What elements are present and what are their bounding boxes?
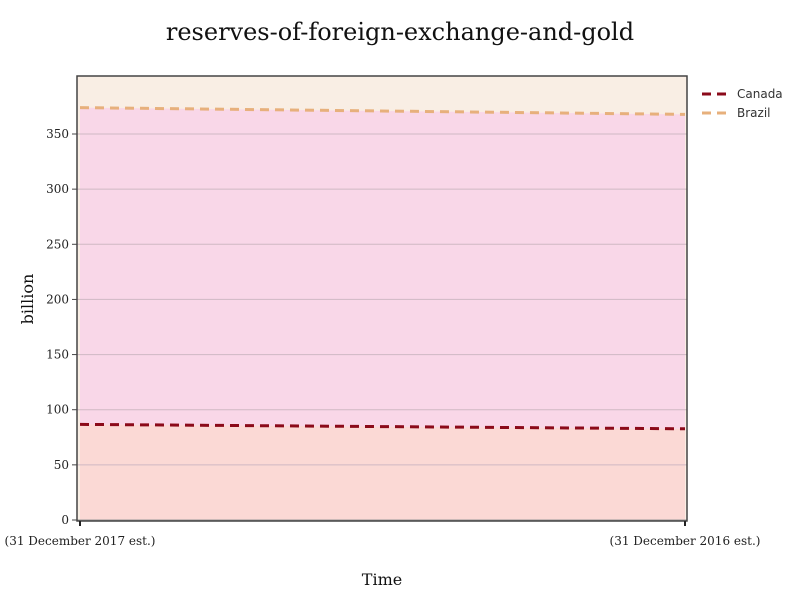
y-axis-title: billion xyxy=(18,274,37,325)
x-tick-label: (31 December 2017 est.) xyxy=(5,534,156,548)
chart-title: reserves-of-foreign-exchange-and-gold xyxy=(166,18,634,46)
series-lines xyxy=(79,106,686,431)
grid-lines xyxy=(77,133,687,521)
legend: Canada Brazil xyxy=(702,87,783,120)
y-tick-label: 200 xyxy=(46,292,69,306)
plot-frame xyxy=(76,75,688,522)
area-fill-brazil xyxy=(80,107,685,429)
x-axis: (31 December 2017 est.) (31 December 2016… xyxy=(5,521,761,548)
y-tick-label: 250 xyxy=(46,237,69,251)
y-tick-label: 300 xyxy=(46,182,69,196)
y-axis: 0 50 100 150 200 250 300 350 xyxy=(46,127,77,527)
area-fills xyxy=(80,107,685,520)
series-line-canada xyxy=(79,422,686,431)
area-fill-canada xyxy=(80,424,685,520)
y-tick-label: 50 xyxy=(54,458,69,472)
x-tick-label: (31 December 2016 est.) xyxy=(610,534,761,548)
legend-label-canada: Canada xyxy=(737,87,783,101)
y-tick-label: 0 xyxy=(61,513,69,527)
series-line-brazil xyxy=(79,106,686,116)
legend-label-brazil: Brazil xyxy=(737,106,771,120)
x-axis-title: Time xyxy=(362,570,402,589)
y-tick-label: 150 xyxy=(46,348,69,362)
y-tick-label: 350 xyxy=(46,127,69,141)
y-tick-label: 100 xyxy=(46,403,69,417)
